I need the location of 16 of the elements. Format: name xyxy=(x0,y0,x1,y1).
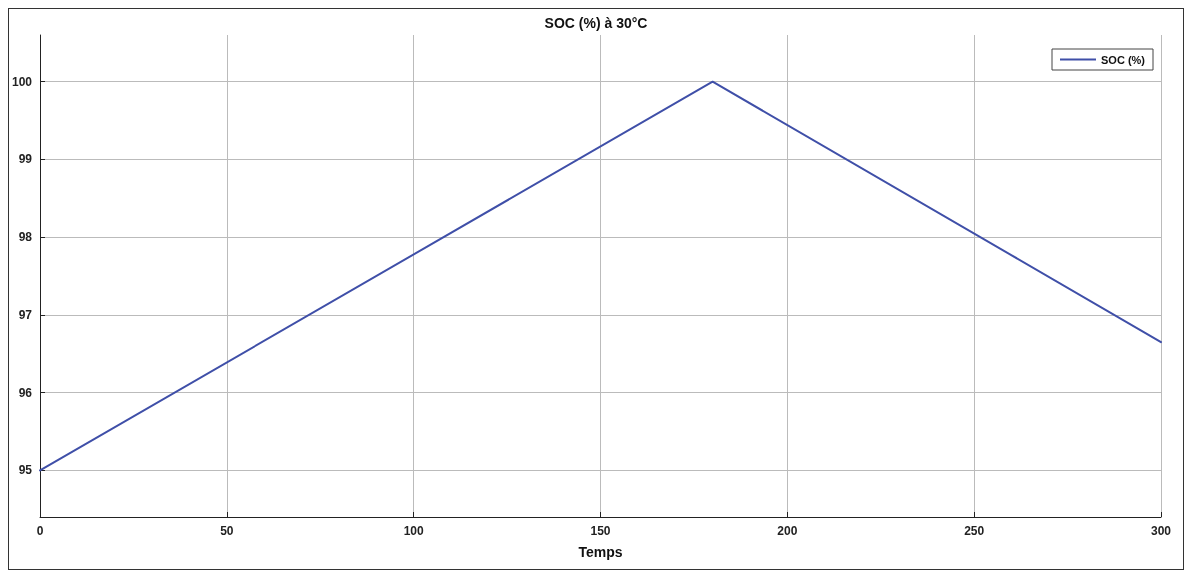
y-tick-label: 99 xyxy=(18,152,33,167)
x-axis-title: Temps xyxy=(578,544,623,560)
y-tick-label: 100 xyxy=(11,74,33,89)
legend-label: SOC (%) xyxy=(1101,53,1146,66)
y-tick-label: 98 xyxy=(18,230,33,245)
x-tick-label: 200 xyxy=(777,524,798,538)
x-tick-label: 100 xyxy=(403,524,425,538)
x-tick-label: 0 xyxy=(36,524,44,538)
x-tick-label: 300 xyxy=(1150,524,1172,538)
x-tick-label: 250 xyxy=(964,524,985,538)
chart-title: SOC (%) à 30°C xyxy=(544,15,648,31)
y-tick-label: 95 xyxy=(18,463,33,478)
x-tick-label: 50 xyxy=(220,524,234,538)
y-tick-label: 96 xyxy=(18,385,33,400)
y-tick-label: 97 xyxy=(18,307,33,322)
x-tick-label: 150 xyxy=(590,524,611,538)
